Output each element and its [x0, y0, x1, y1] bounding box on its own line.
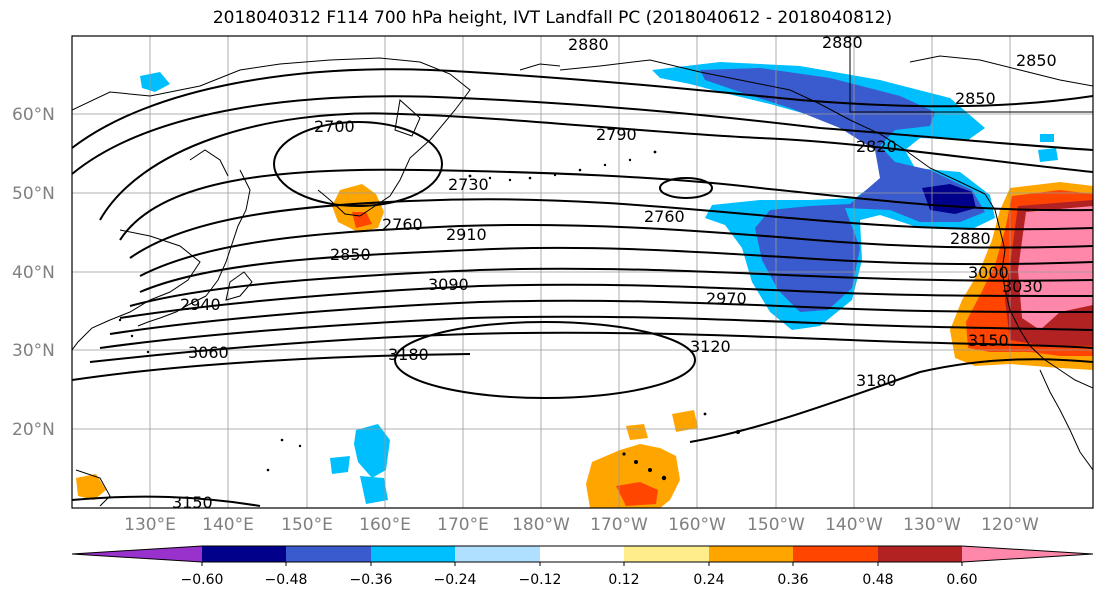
lon-label: 170°W [590, 515, 648, 535]
colorbar-segment [202, 546, 286, 562]
colorbar-segments [71, 545, 1094, 563]
lat-label: 60°N [12, 105, 55, 125]
lon-label: 130°W [903, 515, 961, 535]
contour-label: 3150 [968, 331, 1009, 350]
neg-ivt-gulf-alaska-mid [700, 68, 985, 312]
contour-label: 3150 [172, 493, 213, 512]
contour-label: 2820 [856, 137, 897, 156]
colorbar-segment [878, 546, 962, 562]
lon-label: 150°E [281, 515, 333, 535]
colorbar-segment [624, 546, 709, 562]
colorbar-segment [286, 546, 371, 562]
contour-label: 3060 [188, 343, 229, 362]
lon-label: 160°E [359, 515, 411, 535]
lon-label: 170°E [437, 515, 489, 535]
colorbar-tick-label: −0.24 [434, 572, 477, 588]
contour-label: 2850 [1016, 51, 1057, 70]
map-frame [71, 35, 1094, 509]
contour-label: 2880 [822, 33, 863, 52]
lon-label: 150°W [747, 515, 805, 535]
colorbar-tick-label: −0.12 [519, 572, 562, 588]
contour-label: 2700 [314, 117, 355, 136]
contour-label: 2760 [644, 207, 685, 226]
lon-label: 180°W [512, 515, 570, 535]
colorbar-segment [371, 546, 455, 562]
contour-label: 3120 [690, 337, 731, 356]
contour-label: 3180 [388, 345, 429, 364]
lat-label: 40°N [12, 263, 55, 283]
latitude-labels: 60°N 50°N 40°N 30°N 20°N [12, 105, 55, 440]
contour-labels: 2880 2880 2850 2850 2700 2790 2820 2730 … [172, 33, 1057, 512]
contour-label: 2880 [950, 229, 991, 248]
contour-label: 2850 [330, 245, 371, 264]
contour-label: 2850 [955, 89, 996, 108]
colorbar-extend-max [962, 546, 1093, 562]
colorbar-tick-label: 0.36 [777, 572, 808, 588]
colorbar-tick-label: 0.12 [608, 572, 639, 588]
lon-label: 130°E [124, 515, 176, 535]
colorbar-tick-label: −0.36 [350, 572, 393, 588]
colorbar-segment [709, 546, 793, 562]
lat-label: 30°N [12, 341, 55, 361]
colorbar-segment [540, 546, 624, 562]
lon-label: 160°W [668, 515, 726, 535]
lon-label: 140°E [202, 515, 254, 535]
lat-label: 50°N [12, 184, 55, 204]
contour-label: 3000 [968, 263, 1009, 282]
colorbar: −0.60 −0.48 −0.36 −0.24 −0.12 0.12 0.24 … [71, 545, 1094, 588]
contour-label: 2970 [706, 289, 747, 308]
contour-label: 2790 [596, 125, 637, 144]
coastlines [72, 36, 1093, 507]
contour-label: 2940 [180, 295, 221, 314]
colorbar-tick-label: 0.60 [946, 572, 977, 588]
longitude-labels: 130°E 140°E 150°E 160°E 170°E 180°W 170°… [124, 515, 1039, 535]
lon-label: 140°W [825, 515, 883, 535]
contour-label: 2760 [382, 215, 423, 234]
contour-label: 3030 [1002, 277, 1043, 296]
colorbar-segment [793, 546, 878, 562]
contour-label: 2730 [448, 175, 489, 194]
map-panel: 2880 2880 2850 2850 2700 2790 2820 2730 … [72, 33, 1093, 512]
colorbar-tick-label: 0.48 [862, 572, 893, 588]
colorbar-tick-label: −0.48 [265, 572, 308, 588]
lat-label: 20°N [12, 420, 55, 440]
islands [118, 150, 740, 481]
colorbar-segment [455, 546, 540, 562]
colorbar-ticks [201, 562, 963, 566]
pos-ivt-core [1018, 206, 1093, 330]
contour-label: 3180 [856, 371, 897, 390]
colorbar-tick-label: 0.24 [693, 572, 724, 588]
colorbar-extend-min [72, 546, 202, 562]
neg-ivt-gulf-alaska [652, 62, 995, 330]
map-title: 2018040312 F114 700 hPa height, IVT Land… [212, 8, 893, 28]
contour-label: 2910 [446, 225, 487, 244]
height-contours [72, 68, 1093, 507]
colorbar-tick-label: −0.60 [181, 572, 224, 588]
contour-label: 2880 [568, 35, 609, 54]
lon-label: 120°W [981, 515, 1039, 535]
contour-label: 3090 [428, 275, 469, 294]
